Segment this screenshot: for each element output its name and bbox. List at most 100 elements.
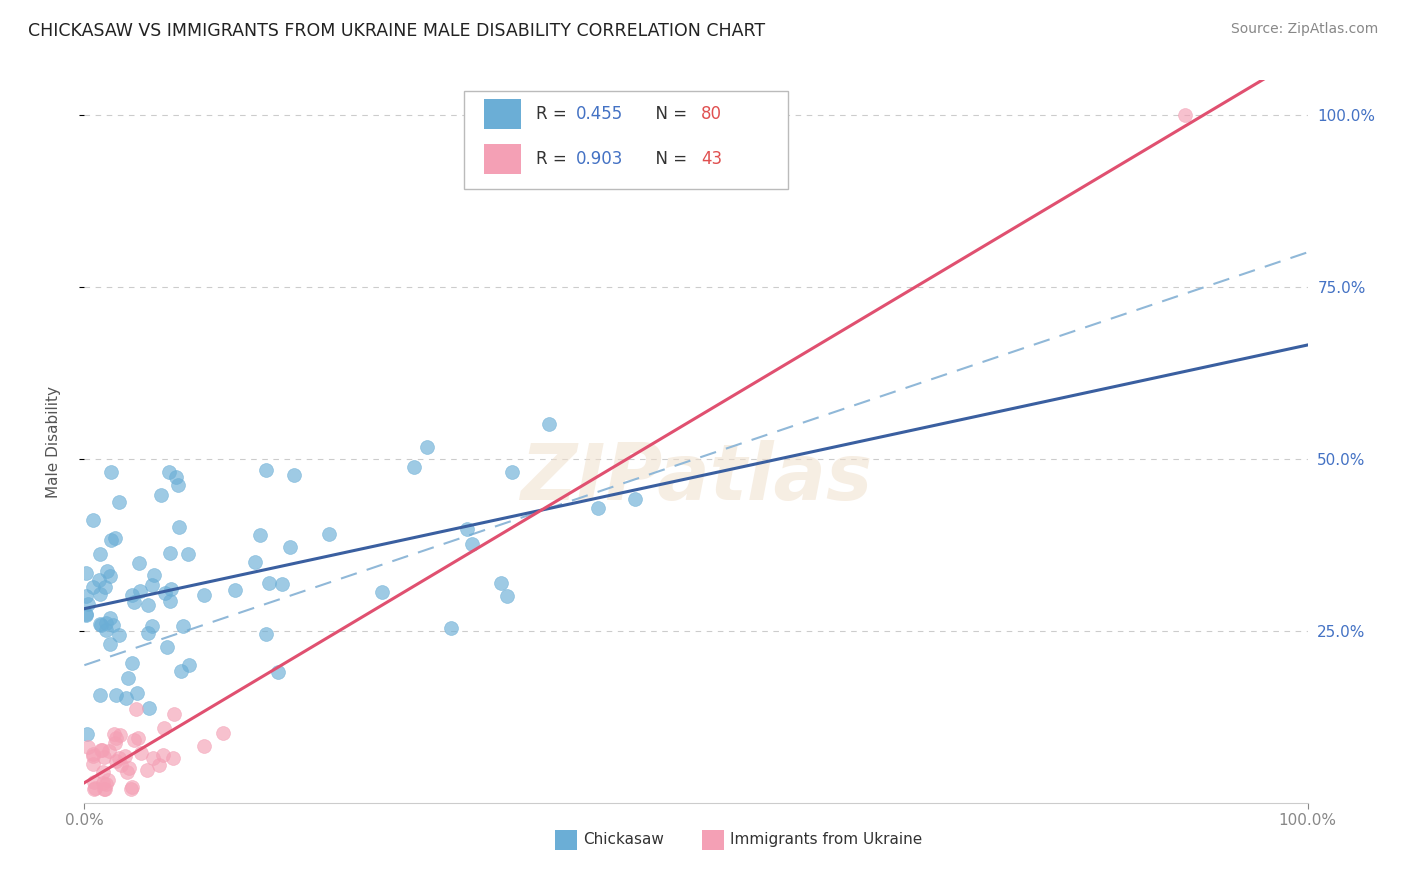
- Point: [502, 465, 524, 479]
- Point: [159, 594, 181, 608]
- Point: [101, 618, 124, 632]
- Point: [96, 777, 118, 791]
- Text: R =: R =: [536, 105, 572, 123]
- Point: [152, 747, 174, 762]
- Point: [142, 750, 165, 764]
- Point: [82, 581, 104, 595]
- Text: R =: R =: [536, 150, 572, 168]
- Point: [254, 627, 277, 641]
- FancyBboxPatch shape: [464, 91, 787, 189]
- Point: [82, 756, 104, 771]
- Point: [122, 733, 145, 747]
- Point: [157, 465, 180, 479]
- Point: [148, 757, 170, 772]
- Point: [83, 780, 105, 795]
- Point: [115, 691, 138, 706]
- Point: [159, 545, 181, 559]
- Point: [172, 619, 194, 633]
- Point: [91, 764, 114, 779]
- Point: [76, 727, 98, 741]
- Text: 80: 80: [700, 105, 721, 123]
- Point: [193, 588, 215, 602]
- Point: [153, 586, 176, 600]
- Text: Immigrants from Ukraine: Immigrants from Ukraine: [730, 832, 922, 847]
- Bar: [702, 830, 724, 850]
- Bar: [484, 144, 522, 174]
- Point: [270, 576, 292, 591]
- Point: [94, 623, 117, 637]
- Point: [624, 491, 647, 506]
- Point: [100, 611, 122, 625]
- Point: [90, 617, 112, 632]
- Point: [257, 576, 280, 591]
- Point: [283, 468, 305, 483]
- Point: [82, 747, 104, 761]
- Point: [89, 573, 111, 587]
- Point: [143, 567, 166, 582]
- Point: [371, 585, 394, 599]
- Point: [90, 743, 112, 757]
- Point: [83, 782, 105, 797]
- Point: [212, 725, 235, 739]
- Point: [160, 582, 183, 596]
- Point: [489, 576, 512, 591]
- Point: [163, 706, 186, 721]
- Point: [224, 582, 246, 597]
- Point: [75, 607, 97, 622]
- Point: [167, 477, 190, 491]
- Point: [98, 569, 121, 583]
- Point: [125, 702, 148, 716]
- Point: [75, 607, 97, 621]
- Point: [97, 744, 120, 758]
- Point: [141, 619, 163, 633]
- Point: [177, 547, 200, 561]
- Text: N =: N =: [644, 105, 692, 123]
- Y-axis label: Male Disability: Male Disability: [46, 385, 60, 498]
- Point: [100, 465, 122, 479]
- Point: [135, 763, 157, 777]
- Point: [93, 750, 115, 764]
- Point: [243, 555, 266, 569]
- Point: [170, 664, 193, 678]
- Point: [129, 746, 152, 760]
- Point: [105, 754, 128, 768]
- Point: [136, 598, 159, 612]
- Point: [124, 595, 146, 609]
- Text: 0.903: 0.903: [576, 150, 623, 168]
- Point: [128, 556, 150, 570]
- Point: [121, 588, 143, 602]
- Point: [75, 566, 97, 580]
- Point: [91, 776, 114, 790]
- Point: [416, 440, 439, 454]
- Point: [115, 765, 138, 780]
- Point: [97, 773, 120, 788]
- Point: [107, 628, 129, 642]
- Point: [89, 616, 111, 631]
- Point: [169, 520, 191, 534]
- Point: [254, 463, 277, 477]
- Point: [162, 750, 184, 764]
- Text: N =: N =: [644, 150, 692, 168]
- Point: [121, 656, 143, 670]
- Point: [90, 743, 112, 757]
- Point: [318, 527, 340, 541]
- Point: [121, 780, 143, 794]
- Point: [120, 782, 142, 797]
- Point: [108, 751, 131, 765]
- Point: [104, 688, 127, 702]
- Point: [93, 782, 115, 797]
- Point: [82, 513, 104, 527]
- Point: [104, 736, 127, 750]
- Point: [461, 537, 484, 551]
- Point: [267, 665, 290, 679]
- Text: ZIPatlas: ZIPatlas: [520, 440, 872, 516]
- Point: [278, 540, 301, 554]
- Point: [496, 590, 519, 604]
- Point: [179, 657, 201, 672]
- Point: [100, 637, 122, 651]
- Bar: [484, 99, 522, 129]
- Point: [114, 748, 136, 763]
- Point: [96, 565, 118, 579]
- Point: [249, 528, 271, 542]
- Point: [193, 739, 215, 754]
